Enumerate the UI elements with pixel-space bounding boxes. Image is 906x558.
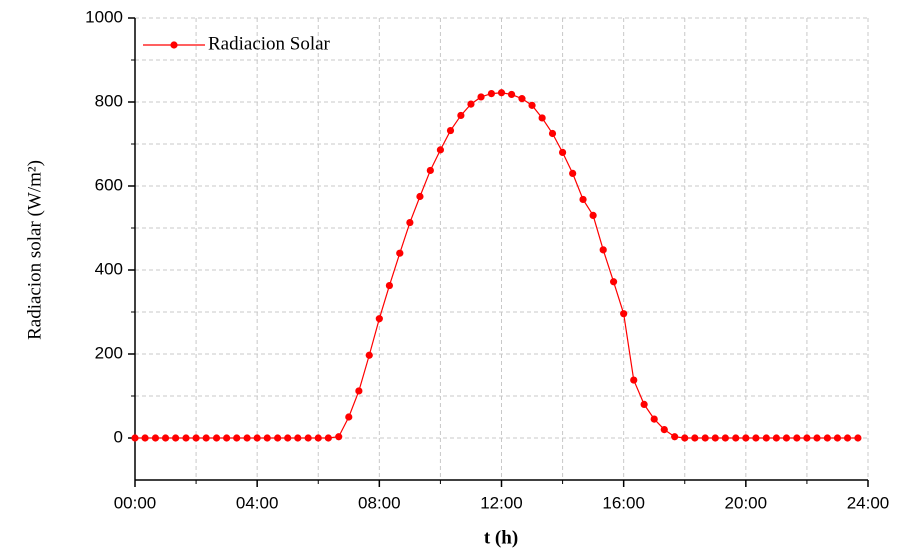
marker (446, 126, 455, 135)
legend-label: Radiacion Solar (208, 33, 331, 54)
x-axis-label: t (h) (484, 527, 518, 548)
marker (263, 434, 271, 442)
x-tick-label: 20:00 (725, 493, 768, 512)
x-tick-label: 16:00 (602, 493, 645, 512)
y-tick-label: 0 (114, 427, 123, 446)
marker (507, 90, 516, 99)
x-tick-label: 04:00 (236, 493, 279, 512)
marker (212, 434, 221, 442)
marker (548, 129, 557, 138)
marker (711, 434, 719, 442)
marker (650, 415, 658, 423)
marker (131, 434, 139, 442)
marker (487, 90, 496, 98)
marker (497, 89, 506, 97)
marker (732, 434, 740, 442)
marker (793, 434, 801, 442)
marker (681, 434, 689, 442)
marker (141, 434, 149, 442)
marker (324, 434, 332, 442)
marker (385, 281, 394, 290)
marker (294, 434, 302, 442)
marker (161, 434, 170, 442)
marker (314, 434, 322, 442)
marker (355, 387, 363, 395)
marker (192, 434, 200, 442)
marker (620, 310, 628, 318)
marker (589, 211, 597, 219)
marker (416, 192, 424, 201)
marker (782, 434, 791, 442)
marker (284, 434, 292, 442)
x-tick-label: 24:00 (847, 493, 890, 512)
marker (579, 195, 587, 204)
marker (569, 169, 577, 177)
marker (304, 434, 312, 442)
marker (558, 148, 567, 156)
y-tick-label: 800 (95, 91, 123, 110)
line (135, 92, 858, 439)
marker (345, 413, 353, 421)
x-tick-label: 08:00 (358, 493, 401, 512)
marker (477, 93, 485, 101)
marker (691, 434, 699, 442)
marker (457, 111, 465, 120)
marker (528, 101, 536, 109)
marker (365, 351, 373, 359)
marker (701, 434, 709, 442)
marker (375, 315, 383, 323)
marker (599, 246, 607, 254)
marker (772, 434, 780, 442)
marker (151, 434, 160, 442)
y-tick-label: 400 (95, 259, 123, 278)
marker (253, 434, 261, 442)
marker (660, 426, 668, 434)
x-tick-label: 12:00 (480, 493, 523, 512)
marker (243, 434, 251, 442)
marker (467, 100, 475, 108)
marker (742, 434, 750, 442)
marker (762, 434, 770, 442)
marker (182, 434, 190, 442)
marker (721, 434, 729, 442)
marker (274, 434, 282, 442)
marker (843, 434, 852, 442)
marker (630, 376, 638, 384)
y-tick-label: 600 (95, 175, 123, 194)
marker (436, 146, 445, 154)
marker (823, 434, 831, 442)
marker (426, 166, 434, 175)
marker (538, 114, 546, 122)
y-tick-label: 1000 (85, 7, 123, 26)
marker (518, 95, 526, 103)
marker (396, 249, 404, 257)
marker (752, 434, 760, 442)
marker (813, 434, 821, 442)
y-tick-label: 200 (95, 343, 123, 362)
marker (833, 434, 842, 442)
marker (854, 434, 862, 442)
legend-marker (170, 41, 178, 49)
marker (172, 434, 180, 442)
marker (223, 434, 231, 442)
marker (233, 434, 241, 442)
marker (609, 278, 618, 286)
marker (640, 400, 648, 408)
marker (335, 433, 343, 441)
y-axis-label: Radiacion solar (W/m²) (24, 160, 45, 340)
marker (202, 434, 210, 442)
x-tick-label: 00:00 (114, 493, 157, 512)
marker (671, 433, 679, 441)
marker (803, 434, 811, 442)
marker (406, 218, 414, 227)
